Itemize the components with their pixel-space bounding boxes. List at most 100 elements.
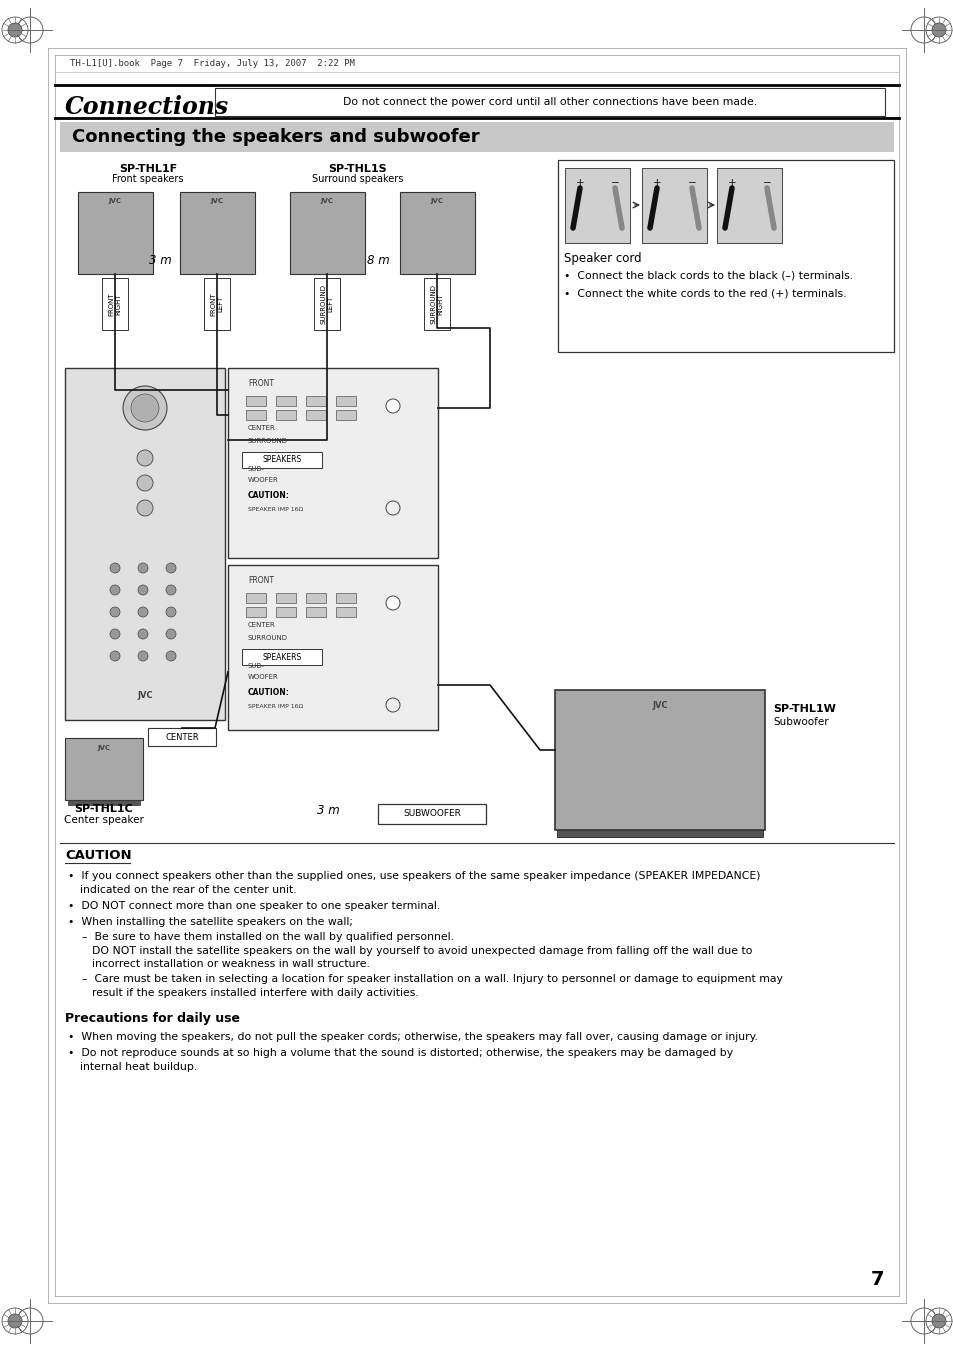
Text: 3 m: 3 m xyxy=(149,254,172,267)
Text: +: + xyxy=(727,178,736,188)
Text: SURROUND: SURROUND xyxy=(248,635,288,640)
Text: SURROUND: SURROUND xyxy=(248,438,288,444)
Text: SPEAKER IMP 16Ω: SPEAKER IMP 16Ω xyxy=(248,704,303,709)
Text: •  Do not reproduce sounds at so high a volume that the sound is distorted; othe: • Do not reproduce sounds at so high a v… xyxy=(68,1048,732,1058)
Circle shape xyxy=(110,585,120,594)
Circle shape xyxy=(137,500,152,516)
Text: Surround speakers: Surround speakers xyxy=(312,174,403,184)
Circle shape xyxy=(110,651,120,661)
Text: indicated on the rear of the center unit.: indicated on the rear of the center unit… xyxy=(80,885,296,894)
Bar xyxy=(557,830,762,838)
Bar xyxy=(275,607,295,617)
Text: Speaker cord: Speaker cord xyxy=(563,253,641,265)
Text: SPEAKER IMP 16Ω: SPEAKER IMP 16Ω xyxy=(248,507,303,512)
Circle shape xyxy=(166,563,175,573)
Text: SUBWOOFER: SUBWOOFER xyxy=(402,809,460,819)
Circle shape xyxy=(137,476,152,490)
Text: JVC: JVC xyxy=(211,199,223,204)
Text: −: − xyxy=(610,178,618,188)
Text: CAUTION:: CAUTION: xyxy=(248,490,290,500)
Bar xyxy=(423,278,450,330)
Text: SP-THL1W: SP-THL1W xyxy=(772,704,835,713)
Text: JVC: JVC xyxy=(109,199,121,204)
Text: CENTER: CENTER xyxy=(165,732,198,742)
Text: WOOFER: WOOFER xyxy=(248,477,278,484)
Text: SURROUND
LEFT: SURROUND LEFT xyxy=(320,284,334,324)
Text: WOOFER: WOOFER xyxy=(248,674,278,680)
Text: •  When installing the satellite speakers on the wall;: • When installing the satellite speakers… xyxy=(68,917,353,927)
Text: FRONT: FRONT xyxy=(248,576,274,585)
Circle shape xyxy=(166,630,175,639)
Circle shape xyxy=(8,1315,22,1328)
Bar xyxy=(306,607,326,617)
Bar xyxy=(335,409,355,420)
Circle shape xyxy=(110,607,120,617)
Circle shape xyxy=(386,399,399,413)
Bar xyxy=(377,804,485,824)
Bar xyxy=(102,278,128,330)
Circle shape xyxy=(386,596,399,611)
Text: Center speaker: Center speaker xyxy=(64,815,144,825)
Bar xyxy=(246,409,266,420)
Text: SP-THL1C: SP-THL1C xyxy=(74,804,133,815)
Bar xyxy=(228,565,437,730)
Text: SPEAKERS: SPEAKERS xyxy=(262,455,301,465)
Circle shape xyxy=(931,23,945,36)
Text: SP-THL1F: SP-THL1F xyxy=(119,163,177,174)
FancyBboxPatch shape xyxy=(242,453,322,467)
Bar xyxy=(68,800,140,805)
Text: CENTER: CENTER xyxy=(248,621,275,628)
Text: TH-L1[U].book  Page 7  Friday, July 13, 2007  2:22 PM: TH-L1[U].book Page 7 Friday, July 13, 20… xyxy=(70,59,355,68)
Circle shape xyxy=(931,1315,945,1328)
Text: SPEAKERS: SPEAKERS xyxy=(262,653,301,662)
Circle shape xyxy=(110,630,120,639)
Bar xyxy=(306,396,326,407)
Bar xyxy=(275,593,295,603)
Text: CAUTION: CAUTION xyxy=(65,848,132,862)
Text: •  Connect the white cords to the red (+) terminals.: • Connect the white cords to the red (+)… xyxy=(563,288,845,299)
Circle shape xyxy=(110,563,120,573)
Bar xyxy=(335,593,355,603)
Circle shape xyxy=(138,585,148,594)
Text: JVC: JVC xyxy=(137,690,152,700)
Bar xyxy=(214,88,884,116)
Circle shape xyxy=(166,651,175,661)
Text: internal heat buildup.: internal heat buildup. xyxy=(80,1062,197,1071)
Circle shape xyxy=(138,563,148,573)
Bar xyxy=(564,168,629,243)
Text: DO NOT install the satellite speakers on the wall by yourself to avoid unexpecte: DO NOT install the satellite speakers on… xyxy=(91,946,752,957)
Bar xyxy=(148,728,215,746)
Text: +: + xyxy=(575,178,583,188)
FancyBboxPatch shape xyxy=(242,648,322,665)
Circle shape xyxy=(166,585,175,594)
Text: Front speakers: Front speakers xyxy=(112,174,184,184)
Bar xyxy=(180,192,254,274)
Text: CAUTION:: CAUTION: xyxy=(248,688,290,697)
Text: •  Connect the black cords to the black (–) terminals.: • Connect the black cords to the black (… xyxy=(563,270,852,280)
Bar xyxy=(228,367,437,558)
Text: 7: 7 xyxy=(870,1270,883,1289)
Bar xyxy=(60,122,893,153)
Bar xyxy=(275,409,295,420)
Text: •  If you connect speakers other than the supplied ones, use speakers of the sam: • If you connect speakers other than the… xyxy=(68,871,760,881)
Bar xyxy=(335,607,355,617)
Text: SUB-: SUB- xyxy=(248,663,265,669)
Circle shape xyxy=(166,607,175,617)
Text: SURROUND
RIGHT: SURROUND RIGHT xyxy=(430,284,443,324)
Text: JVC: JVC xyxy=(430,199,443,204)
Bar xyxy=(290,192,365,274)
Text: −: − xyxy=(761,178,771,188)
Text: FRONT
LEFT: FRONT LEFT xyxy=(211,292,223,316)
Text: Connecting the speakers and subwoofer: Connecting the speakers and subwoofer xyxy=(71,128,479,146)
Bar xyxy=(314,278,339,330)
Bar xyxy=(204,278,230,330)
Text: Subwoofer: Subwoofer xyxy=(772,717,828,727)
Circle shape xyxy=(123,386,167,430)
Bar xyxy=(78,192,152,274)
Text: −: − xyxy=(687,178,696,188)
Bar xyxy=(246,396,266,407)
Bar xyxy=(335,396,355,407)
Text: Do not connect the power cord until all other connections have been made.: Do not connect the power cord until all … xyxy=(342,97,757,107)
Bar xyxy=(306,593,326,603)
Text: SUB-: SUB- xyxy=(248,466,265,471)
